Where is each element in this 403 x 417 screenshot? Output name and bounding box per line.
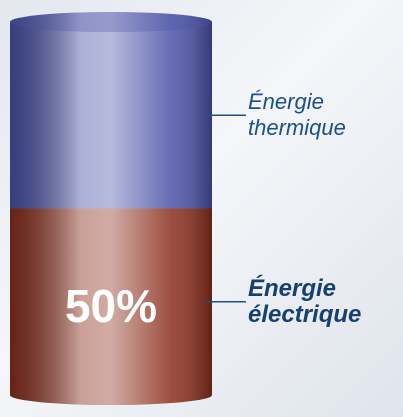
legend-label: Énergie électrique xyxy=(248,274,362,328)
value-label: 50% xyxy=(65,280,157,332)
highlight xyxy=(10,22,212,209)
legend-label: Énergie thermique xyxy=(248,89,346,141)
highlight xyxy=(10,208,212,405)
cylinder-top-shine xyxy=(10,12,212,32)
